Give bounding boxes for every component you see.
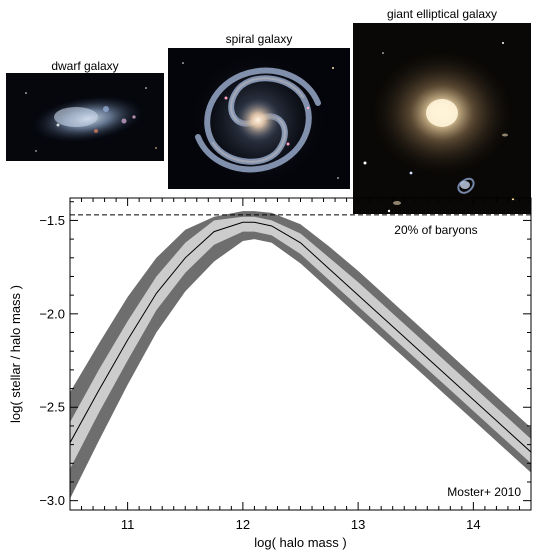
reference-line-label: 20% of baryons — [394, 223, 477, 237]
x-tick-label: 13 — [351, 517, 365, 532]
spiral-galaxy-image — [168, 48, 350, 189]
x-tick-label: 12 — [236, 517, 250, 532]
elliptical-galaxy-label: giant elliptical galaxy — [386, 7, 498, 21]
dwarf-galaxy-label: dwarf galaxy — [51, 59, 119, 73]
y-axis-label: log( stellar / halo mass ) — [8, 285, 23, 423]
x-axis-label: log( halo mass ) — [254, 535, 346, 550]
spiral-galaxy-label: spiral galaxy — [225, 32, 293, 46]
citation-annotation: Moster+ 2010 — [447, 485, 521, 499]
elliptical-galaxy-image — [353, 23, 531, 214]
median-relation-line — [70, 221, 531, 453]
axis-ticks: 11 12 13 14 −3.0 −2.5 −2.0 −1.5 — [39, 198, 532, 532]
uncertainty-bands — [70, 211, 531, 499]
dwarf-galaxy-image — [6, 73, 164, 161]
y-tick-label: −1.5 — [39, 213, 65, 228]
outer-uncertainty-band — [70, 211, 531, 499]
x-tick-label: 14 — [466, 517, 480, 532]
y-tick-label: −3.0 — [39, 493, 65, 508]
y-tick-label: −2.5 — [39, 400, 65, 415]
chart-lines — [70, 214, 531, 453]
x-tick-label: 11 — [121, 517, 135, 532]
y-tick-label: −2.0 — [39, 306, 65, 321]
